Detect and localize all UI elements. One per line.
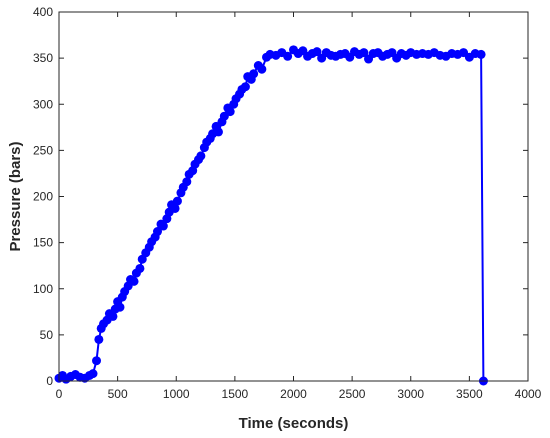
data-point [249, 69, 259, 79]
y-tick-label: 350 [33, 51, 53, 65]
plot-area-background [59, 12, 528, 381]
x-tick-label: 4000 [515, 387, 542, 401]
data-point [196, 151, 206, 161]
x-tick-label: 0 [56, 387, 63, 401]
data-point [172, 196, 182, 206]
data-point [152, 227, 162, 237]
y-tick-label: 200 [33, 190, 53, 204]
data-point [129, 276, 139, 286]
data-point [312, 47, 322, 57]
y-axis-title: Pressure (bars) [7, 141, 24, 251]
series-layer [54, 45, 488, 386]
y-tick-label: 100 [33, 282, 53, 296]
data-point [283, 51, 293, 61]
data-point [225, 107, 235, 117]
y-tick-label: 50 [40, 328, 54, 342]
data-point [257, 64, 267, 74]
y-tick-label: 300 [33, 97, 53, 111]
y-tick-label: 250 [33, 143, 53, 157]
data-point [92, 356, 102, 366]
x-tick-label: 1000 [163, 387, 190, 401]
data-point [240, 82, 250, 92]
x-tick-label: 1500 [222, 387, 249, 401]
y-tick-label: 400 [33, 5, 53, 19]
x-tick-label: 2500 [339, 387, 366, 401]
data-point [158, 221, 168, 231]
data-point [135, 263, 145, 273]
data-point [108, 311, 118, 321]
data-point [170, 203, 180, 213]
data-point [115, 302, 125, 312]
y-tick-label: 150 [33, 236, 53, 250]
x-axis-title: Time (seconds) [239, 415, 349, 432]
x-tick-label: 3000 [397, 387, 424, 401]
x-tick-label: 2000 [280, 387, 307, 401]
data-point [213, 127, 223, 137]
ticks-layer: 0 500 1000 1500 2000 2500 3000 3500 4000 0 50 100 15… [33, 5, 542, 401]
x-tick-label: 500 [108, 387, 128, 401]
data-point [94, 334, 104, 344]
y-tick-label: 0 [46, 374, 53, 388]
data-point [476, 49, 486, 59]
x-tick-label: 3500 [456, 387, 483, 401]
data-point [359, 48, 369, 58]
data-point [88, 369, 98, 379]
data-point [182, 177, 192, 187]
